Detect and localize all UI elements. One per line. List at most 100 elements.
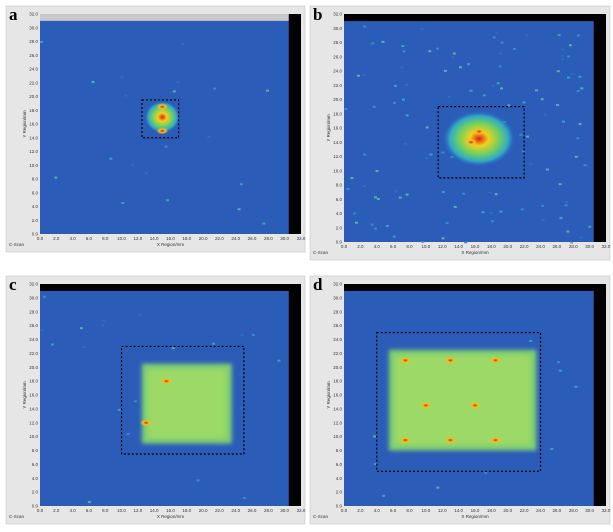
noise [421, 241, 424, 243]
hot-spot [156, 103, 168, 110]
x-axis-title: X Region/mm [461, 514, 489, 519]
y-tick-label: 4.0 [32, 204, 39, 209]
noise [493, 36, 496, 38]
y-tick-label: 20.0 [29, 94, 38, 99]
noise [243, 497, 246, 499]
y-tick-label: 8.0 [336, 448, 343, 453]
noise [406, 114, 409, 116]
noise [519, 134, 522, 136]
panel-label: a [9, 5, 18, 24]
x-axis-title: X Region/mm [461, 250, 489, 255]
x-tick-label: 2.0 [53, 508, 60, 513]
noise [393, 102, 396, 104]
noise [109, 158, 112, 160]
y-tick-label: 28.0 [29, 309, 38, 314]
noise [489, 192, 492, 194]
x-tick-label: 26.0 [248, 236, 257, 241]
x-tick-label: 26.0 [552, 244, 561, 249]
x-tick-label: 4.0 [69, 236, 76, 241]
x-tick-label: 22.0 [215, 508, 224, 513]
noise [40, 329, 43, 331]
noise [541, 205, 544, 207]
x-tick-label: 0.0 [37, 508, 44, 513]
noise [543, 113, 546, 115]
y-tick-label: 16.0 [29, 122, 38, 127]
noise [565, 201, 568, 203]
mask-top [40, 284, 301, 291]
y-tick-label: 14.0 [29, 135, 38, 140]
x-tick-label: 16.0 [471, 244, 480, 249]
noise [363, 26, 366, 28]
noise [402, 99, 405, 101]
x-tick-label: 20.0 [199, 508, 208, 513]
noise [425, 157, 428, 159]
noise [526, 136, 529, 138]
y-tick-label: 22.0 [29, 80, 38, 85]
noise [262, 222, 265, 224]
x-tick-label: 0.0 [341, 244, 348, 249]
noise [421, 28, 424, 30]
y-tick-label: 18.0 [29, 379, 38, 384]
noise [495, 32, 498, 34]
y-tick-label: 30.0 [29, 295, 38, 300]
x-tick-label: 2.0 [53, 236, 60, 241]
y-tick-label: 22.0 [333, 83, 342, 88]
x-tick-label: 26.0 [552, 508, 561, 513]
noise [426, 126, 429, 128]
noise [442, 191, 445, 193]
noise [580, 237, 583, 239]
noise [566, 231, 569, 233]
y-tick-label: 20.0 [333, 97, 342, 102]
noise [40, 41, 43, 43]
mask-top [40, 14, 301, 21]
noise [499, 211, 502, 213]
x-tick-label: 16.0 [471, 508, 480, 513]
x-tick-label: 12.0 [133, 236, 142, 241]
y-tick-label: 30.0 [333, 295, 342, 300]
noise [138, 314, 141, 316]
noise [569, 44, 572, 46]
noise [500, 87, 503, 89]
figure: 0.0 2.0 4.0 6.0 8.0 10.0 12.0 14.0 16.0 18.0 20.0 2… [0, 0, 613, 527]
noise [525, 34, 528, 36]
panel: 0.02.04.06.08.010.012.014.016.018.020.02… [310, 5, 611, 260]
noise [584, 164, 587, 166]
y-axis-title: Y Region/mm [326, 114, 331, 141]
noise [565, 204, 568, 206]
y-tick-label: 20.0 [29, 365, 38, 370]
noise [166, 199, 169, 201]
y-tick-label: 18.0 [29, 108, 38, 113]
noise [176, 81, 179, 83]
noise [393, 236, 396, 238]
y-tick-label: 14.0 [333, 140, 342, 145]
noise [374, 196, 377, 198]
noise [559, 183, 562, 185]
noise [542, 219, 545, 221]
y-tick-label: 16.0 [333, 126, 342, 131]
y-tick-label: 30.0 [29, 25, 38, 30]
corner-label: C-Scan [9, 242, 25, 247]
noise [350, 177, 353, 179]
y-tick-label: 14.0 [29, 406, 38, 411]
noise [453, 52, 456, 54]
noise [557, 70, 560, 72]
x-tick-label: 28.0 [569, 508, 578, 513]
noise [164, 146, 167, 148]
y-tick-label: 12.0 [29, 420, 38, 425]
y-tick-label: 0.0 [336, 504, 343, 509]
y-tick-label: 6.0 [336, 197, 343, 202]
noise [344, 108, 347, 110]
noise [561, 48, 564, 50]
y-tick-label: 22.0 [333, 351, 342, 356]
x-tick-label: 24.0 [231, 508, 240, 513]
y-tick-label: 4.0 [32, 476, 39, 481]
noise [436, 48, 439, 50]
x-tick-label: 10.0 [117, 508, 126, 513]
noise [406, 194, 409, 196]
noise [561, 58, 564, 60]
x-tick-label: 10.0 [117, 236, 126, 241]
y-tick-label: 6.0 [32, 462, 39, 467]
noise [252, 334, 255, 336]
x-tick-label: 4.0 [374, 244, 381, 249]
